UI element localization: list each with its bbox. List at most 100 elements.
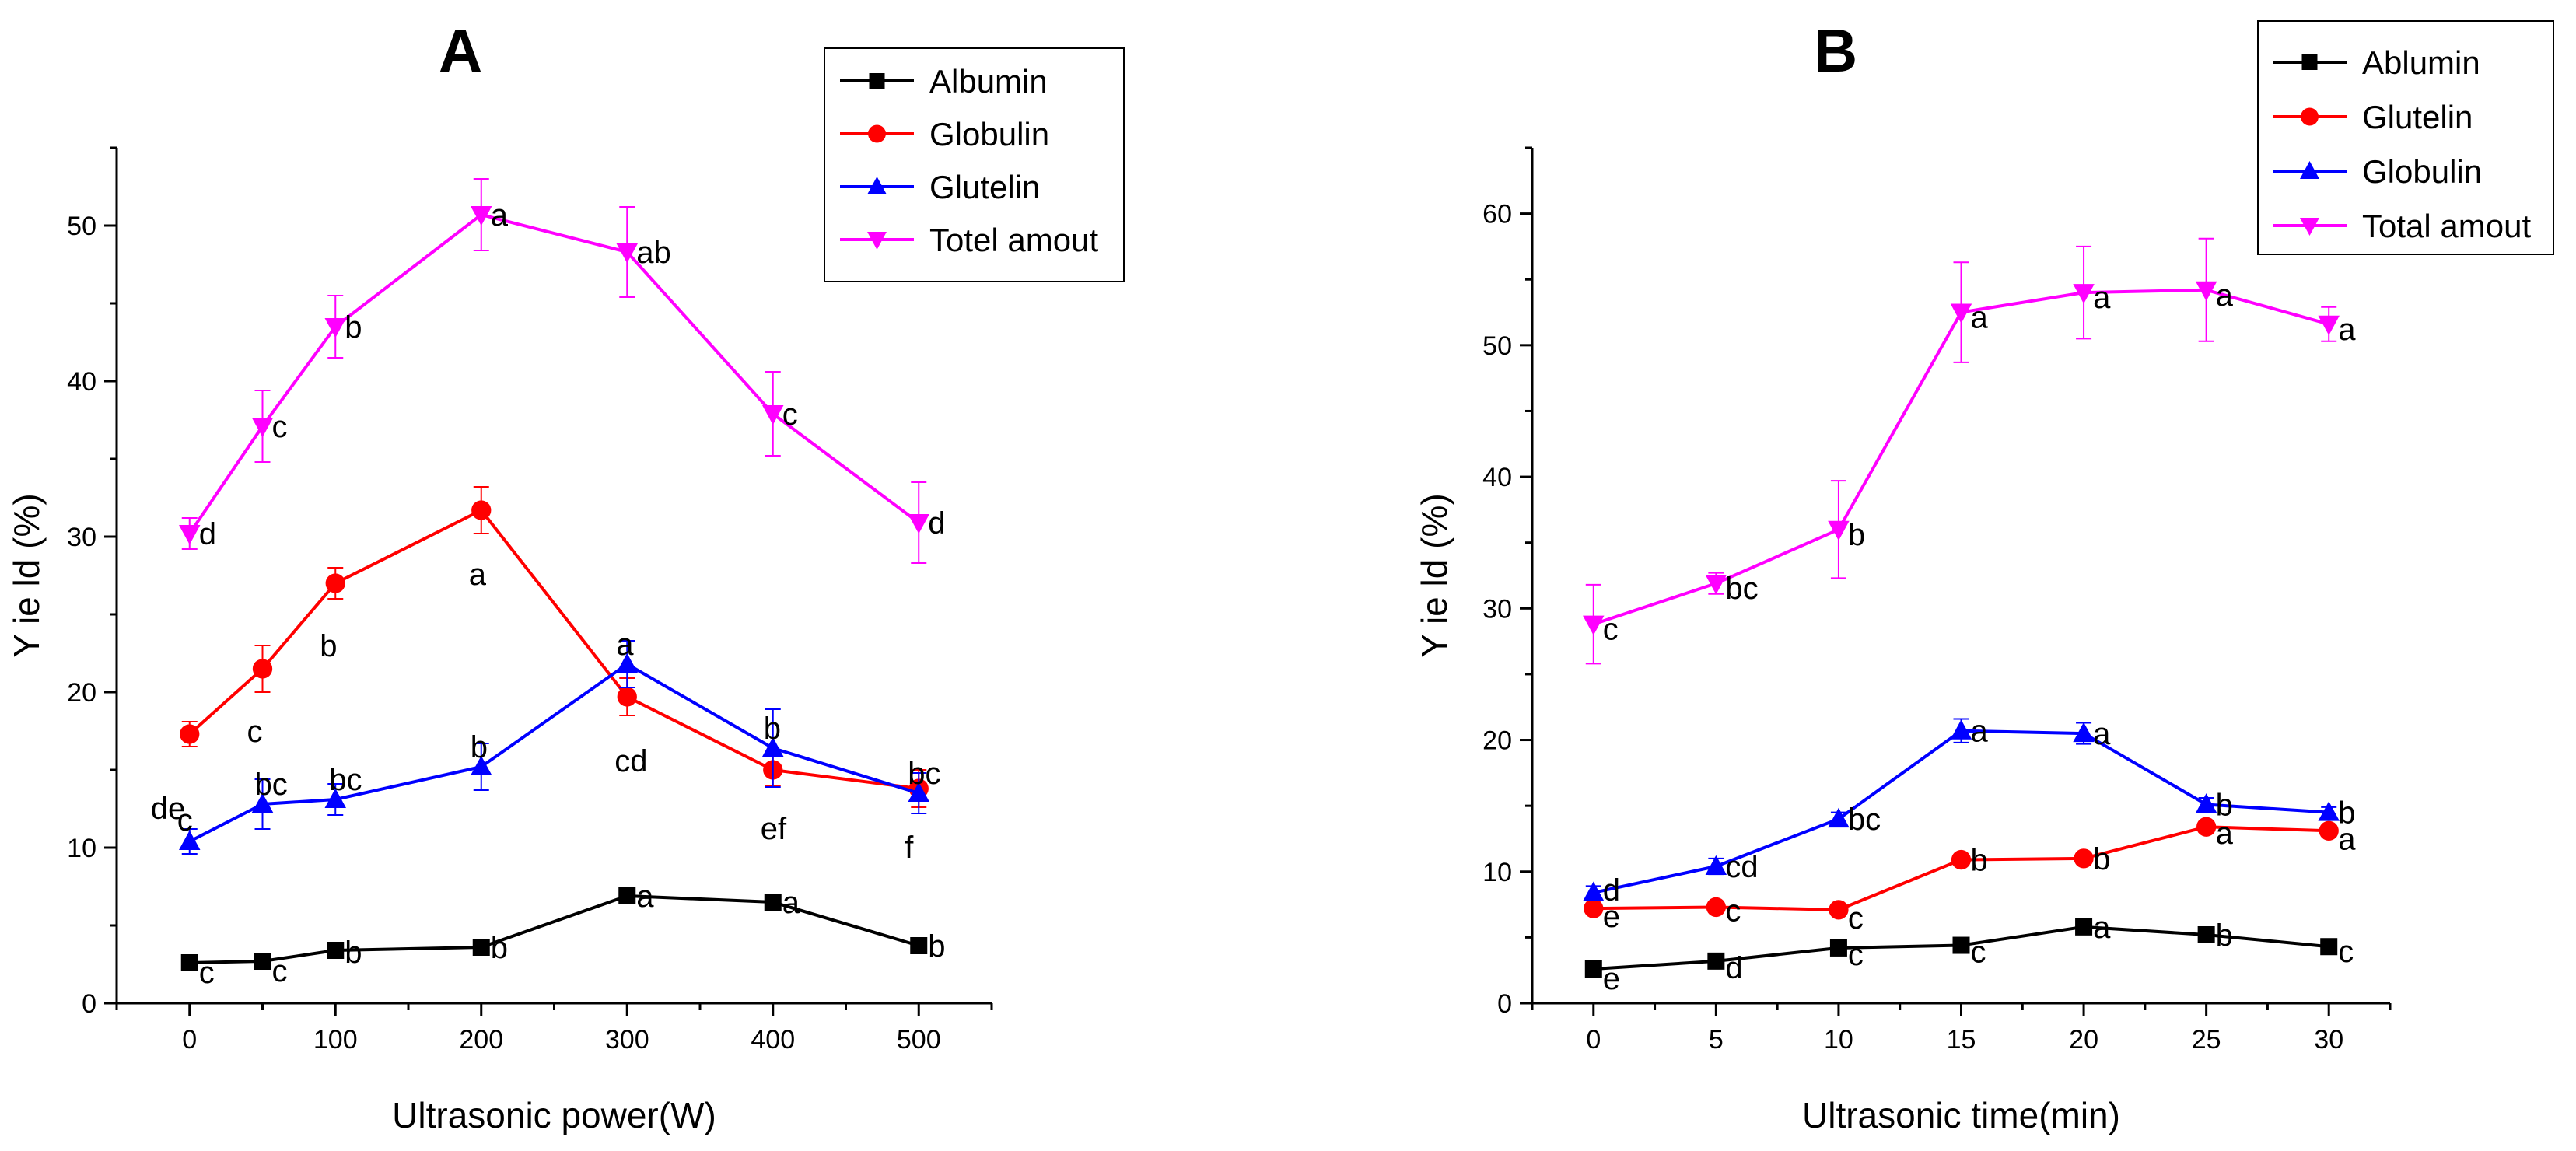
data-point	[618, 887, 636, 904]
data-point	[908, 782, 929, 802]
significance-label: b	[345, 310, 362, 345]
legend-marker	[869, 73, 885, 89]
data-point	[2197, 926, 2215, 943]
series-totel-amout: d c b a ab c d	[179, 178, 946, 564]
data-point	[324, 318, 346, 338]
legend-marker	[2301, 107, 2319, 126]
data-point	[1707, 952, 1725, 970]
significance-label: cd	[1725, 850, 1758, 884]
significance-label: a	[616, 628, 634, 662]
significance-label: a	[2338, 313, 2356, 347]
panel-b: B 0 10 20 30 40 50 60 0 5 10 15 20 25 30 Ultrasonic tim…	[1414, 16, 2554, 1135]
significance-label: b	[2216, 918, 2233, 953]
x-tick-label: 0	[1586, 1025, 1601, 1055]
significance-label: c	[782, 397, 798, 432]
data-point	[1950, 719, 1972, 740]
legend-label: Globulin	[2362, 153, 2482, 190]
significance-label: c	[1603, 613, 1619, 647]
legend: Ablumin Glutelin Globulin Total amout	[2257, 20, 2554, 255]
significance-label: d	[1725, 951, 1742, 985]
x-tick-label: 100	[313, 1025, 358, 1055]
significance-label: b	[2216, 788, 2233, 822]
legend-label: Glutelin	[929, 169, 1040, 205]
legend-marker	[2300, 218, 2319, 236]
series-ablumin: e d c c a b c	[1584, 911, 2354, 996]
significance-label: a	[2093, 281, 2111, 315]
legend-label: Ablumin	[2362, 44, 2480, 81]
y-tick-label: 10	[1482, 858, 1512, 887]
significance-label: c	[272, 410, 288, 444]
significance-label: c	[1971, 936, 1986, 970]
significance-label: a	[491, 198, 509, 233]
significance-label: bc	[255, 768, 288, 802]
legend-marker	[867, 177, 887, 194]
significance-label: b	[2338, 796, 2355, 831]
y-tick-label: 10	[67, 834, 96, 863]
significance-label: e	[1603, 900, 1620, 934]
panel-a-letter: A	[439, 16, 482, 85]
y-tick-label: 50	[67, 212, 96, 241]
series-albumin: c c b b a a b	[180, 880, 946, 990]
significance-label: a	[1971, 715, 1989, 749]
y-axis-title: Y ie ld (%)	[6, 493, 47, 657]
data-point	[2073, 722, 2095, 743]
significance-label: a	[2338, 822, 2356, 856]
data-point	[327, 942, 345, 959]
y-tick-label: 20	[67, 678, 96, 708]
significance-label: c	[177, 803, 193, 838]
data-point	[472, 939, 490, 956]
significance-label: b	[471, 730, 488, 764]
significance-label: b	[320, 629, 337, 663]
legend-label: Globulin	[929, 116, 1049, 152]
x-tick-label: 25	[2192, 1025, 2221, 1055]
y-tick-label: 30	[67, 523, 96, 552]
data-point	[2195, 793, 2217, 813]
significance-label: de	[151, 792, 186, 826]
x-tick-label: 0	[182, 1025, 197, 1055]
data-point	[1950, 303, 1972, 324]
data-point	[180, 954, 198, 971]
significance-label: e	[1603, 962, 1620, 996]
y-tick-label: 0	[82, 989, 96, 1019]
x-axis-title: Ultrasonic time(min)	[1802, 1095, 2120, 1135]
x-tick-label: 15	[1947, 1025, 1976, 1055]
data-point	[1952, 936, 1970, 954]
significance-label: d	[928, 506, 945, 541]
y-tick-label: 30	[1482, 594, 1512, 624]
significance-label: a	[2216, 278, 2234, 313]
significance-label: a	[2216, 817, 2234, 851]
significance-label: bc	[1848, 803, 1881, 837]
significance-label: a	[2093, 717, 2111, 751]
data-point	[616, 652, 638, 673]
significance-label: b	[2093, 842, 2110, 876]
significance-label: a	[469, 558, 487, 592]
series-line	[188, 509, 919, 790]
significance-label: b	[1848, 518, 1865, 552]
legend-label: Albumin	[929, 63, 1048, 100]
significance-label: d	[199, 517, 216, 551]
legend-marker	[867, 232, 887, 250]
legend-marker	[2301, 54, 2318, 70]
significance-label: d	[1603, 873, 1620, 908]
significance-label: b	[345, 936, 362, 970]
data-point	[2073, 284, 2095, 304]
significance-label: f	[905, 831, 914, 865]
data-point	[2196, 817, 2217, 837]
x-tick-label: 200	[459, 1025, 503, 1055]
series-line	[188, 213, 920, 535]
legend: Albumin Globulin Glutelin Totel amout	[824, 47, 1125, 282]
y-tick-label: 50	[1482, 331, 1512, 361]
data-point	[254, 953, 271, 970]
significance-label: c	[1848, 938, 1864, 972]
data-point	[2320, 938, 2338, 956]
legend-label: Total amout	[2362, 208, 2531, 244]
data-point	[764, 894, 782, 911]
data-point	[908, 514, 929, 534]
x-tick-label: 5	[1709, 1025, 1724, 1055]
y-tick-label: 20	[1482, 726, 1512, 756]
significance-label: a	[636, 880, 654, 914]
data-point	[1583, 881, 1605, 901]
significance-label: c	[1725, 894, 1741, 928]
significance-label: b	[764, 712, 781, 746]
